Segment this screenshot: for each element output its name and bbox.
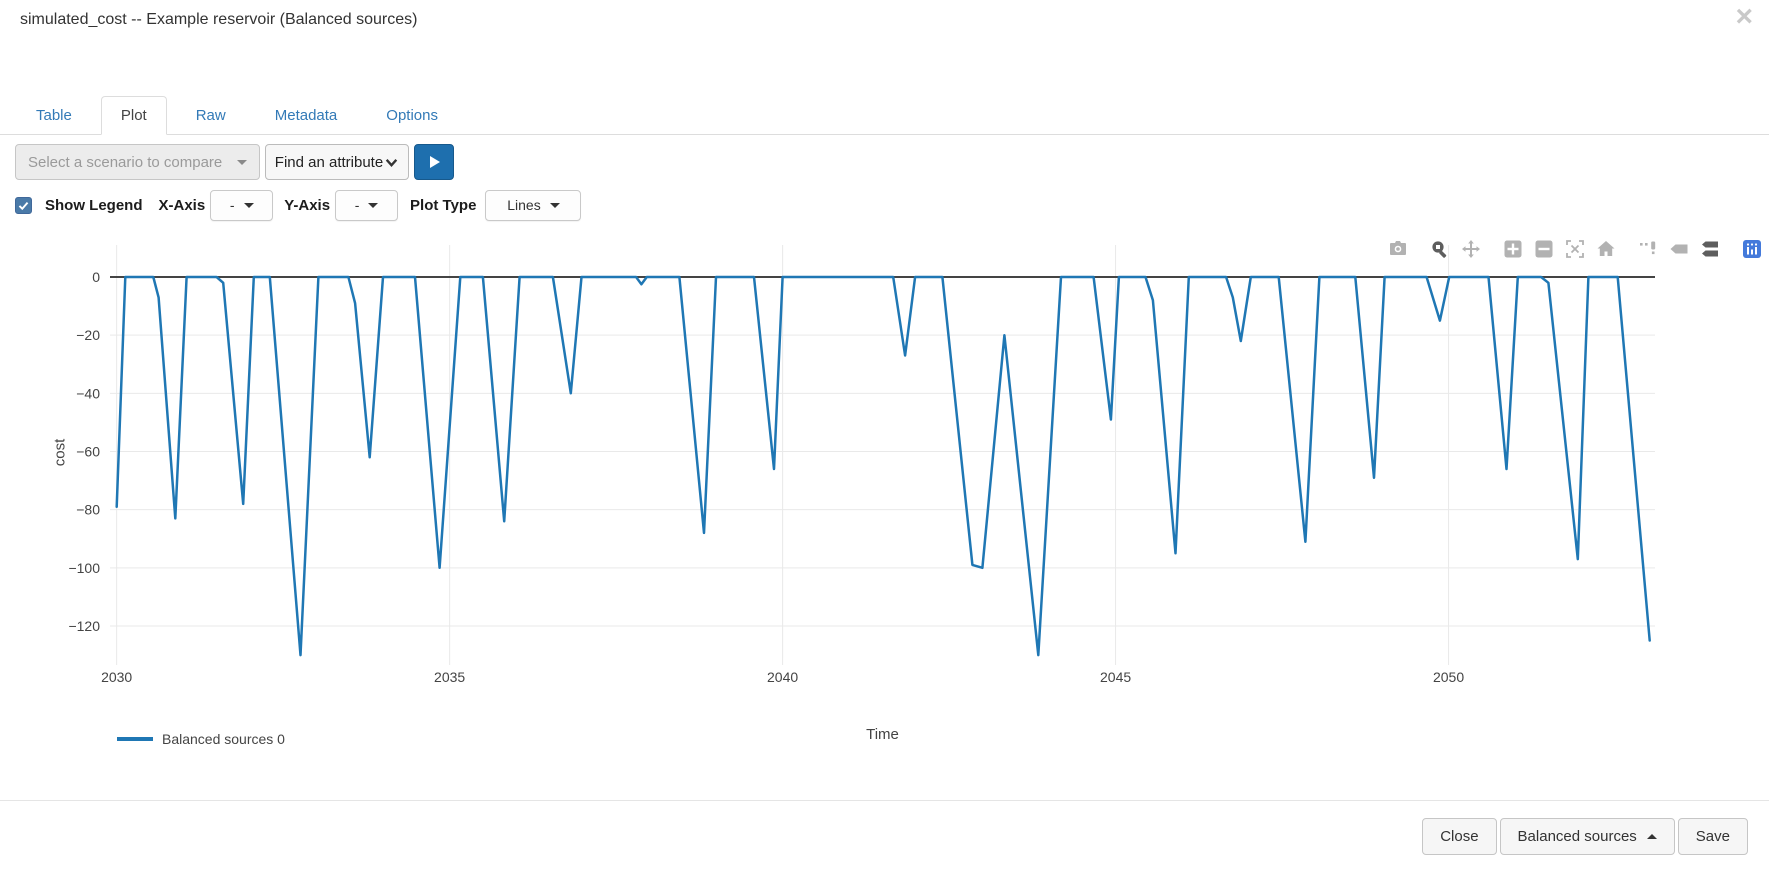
legend-line-swatch	[117, 737, 153, 741]
save-button[interactable]: Save	[1677, 818, 1748, 855]
caret-down-icon	[368, 202, 379, 208]
zoom-out-icon[interactable]	[1534, 239, 1554, 259]
x-axis-title: Time	[866, 726, 899, 743]
caret-down-icon	[243, 202, 254, 208]
show-legend-checkbox[interactable]	[15, 196, 32, 214]
close-button[interactable]: Close	[1422, 818, 1497, 855]
line-series[interactable]	[115, 275, 1651, 657]
caret-down-icon	[237, 159, 247, 165]
save-button-label: Save	[1695, 828, 1730, 845]
run-button[interactable]	[414, 144, 454, 180]
tab-options[interactable]: Options	[386, 107, 438, 124]
zoom-icon[interactable]	[1430, 239, 1450, 259]
scenario-compare-placeholder: Select a scenario to compare	[28, 153, 223, 171]
y-tick-label: −40	[76, 385, 100, 401]
autoscale-icon[interactable]	[1565, 239, 1585, 259]
y-tick-label: −120	[68, 618, 100, 634]
plotly-logo-icon[interactable]	[1742, 239, 1762, 259]
caret-down-icon	[549, 202, 560, 208]
tab-bar: Table Plot Raw Metadata Options	[0, 96, 1769, 135]
camera-icon[interactable]	[1388, 239, 1408, 259]
footer-divider	[0, 800, 1769, 801]
scenario-dropup-button[interactable]: Balanced sources	[1499, 818, 1675, 855]
zoom-in-icon[interactable]	[1503, 239, 1523, 259]
y-axis-select[interactable]: -	[335, 189, 399, 221]
tab-table[interactable]: Table	[36, 107, 72, 124]
y-tick-label: −60	[76, 444, 100, 460]
plot-type-label: Plot Type	[410, 196, 477, 214]
legend-label: Balanced sources 0	[162, 731, 285, 747]
spikelines-icon[interactable]	[1638, 239, 1658, 259]
chevron-down-icon	[386, 158, 398, 167]
legend-item[interactable]: Balanced sources 0	[117, 731, 285, 747]
x-tick-label: 2045	[1100, 669, 1131, 685]
attribute-select-label: Find an attribute	[274, 153, 384, 171]
plot-controls: Show Legend X-Axis - Y-Axis - Plot Type …	[15, 189, 582, 221]
y-axis-title: cost	[51, 438, 69, 467]
tab-metadata[interactable]: Metadata	[274, 107, 338, 124]
x-axis-select[interactable]: -	[210, 189, 274, 221]
close-icon[interactable]: ×	[1735, 0, 1753, 33]
x-axis-value: -	[229, 197, 235, 213]
x-tick-label: 2040	[767, 669, 798, 685]
y-axis-value: -	[354, 197, 360, 213]
pan-icon[interactable]	[1461, 239, 1481, 259]
x-tick-label: 2035	[434, 669, 465, 685]
plot-type-select[interactable]: Lines	[485, 189, 582, 221]
plot-modebar	[1388, 239, 1769, 259]
y-tick-label: −20	[76, 327, 100, 343]
tab-plot[interactable]: Plot	[100, 96, 167, 135]
y-tick-label: −100	[68, 560, 100, 576]
scenario-dropup-label: Balanced sources	[1517, 828, 1637, 845]
y-axis-label: Y-Axis	[284, 196, 331, 214]
cost-time-chart[interactable]: 2030 2035 2040 2045 2050 0 −20 −40 −60 −80 −100 −12…	[0, 235, 1769, 770]
hover-closest-icon[interactable]	[1669, 239, 1689, 259]
caret-up-icon	[1646, 834, 1657, 839]
page-title: simulated_cost -- Example reservoir (Bal…	[20, 11, 418, 28]
x-tick-label: 2030	[101, 669, 132, 685]
x-axis-label: X-Axis	[158, 196, 206, 214]
close-button-label: Close	[1440, 828, 1479, 845]
x-tick-label: 2050	[1433, 669, 1464, 685]
show-legend-label: Show Legend	[45, 196, 143, 214]
scenario-compare-select[interactable]: Select a scenario to compare	[15, 144, 260, 180]
play-icon	[430, 156, 440, 168]
tab-raw[interactable]: Raw	[195, 107, 226, 124]
home-icon[interactable]	[1596, 239, 1616, 259]
compare-toolbar: Select a scenario to compare Find an att…	[15, 144, 454, 180]
plot-type-value: Lines	[507, 197, 541, 213]
check-icon	[18, 201, 29, 210]
hover-compare-icon[interactable]	[1700, 239, 1720, 259]
footer-buttons: Close Balanced sources Save	[1422, 818, 1748, 855]
attribute-select[interactable]: Find an attribute	[265, 144, 409, 180]
y-tick-label: 0	[92, 269, 100, 285]
y-tick-label: −80	[76, 502, 100, 518]
